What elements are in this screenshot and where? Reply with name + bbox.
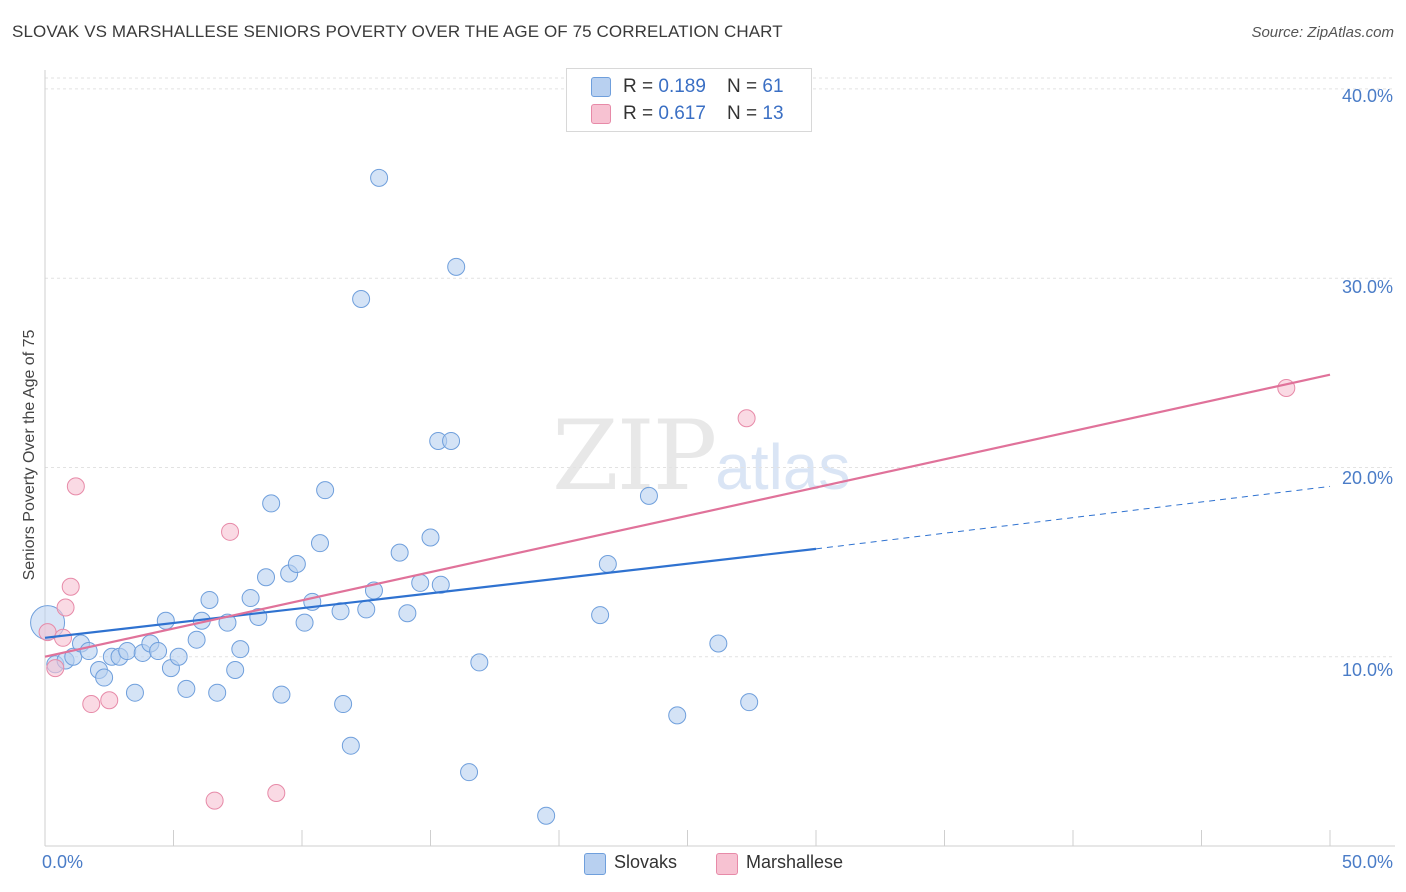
data-point-slovaks bbox=[470, 653, 489, 672]
y-tick-label-30: 30.0% bbox=[1341, 277, 1393, 297]
r-label: R = bbox=[623, 103, 659, 124]
data-point-marshallese bbox=[82, 695, 101, 714]
data-point-slovaks bbox=[262, 494, 281, 513]
legend-swatch-slovaks bbox=[584, 853, 606, 875]
data-point-slovaks bbox=[537, 806, 556, 825]
x-tick-label-50: 50.0% bbox=[1341, 852, 1393, 872]
data-point-marshallese bbox=[66, 477, 85, 496]
data-point-slovaks bbox=[370, 168, 389, 187]
data-point-slovaks bbox=[740, 693, 759, 712]
y-tick-label-20: 20.0% bbox=[1341, 468, 1393, 488]
legend-label-marshallese: Marshallese bbox=[746, 852, 844, 872]
slovaks-swatch bbox=[591, 77, 611, 97]
n-label: N = bbox=[727, 103, 763, 124]
data-point-slovaks bbox=[398, 604, 417, 623]
data-point-slovaks bbox=[226, 660, 245, 679]
data-point-marshallese bbox=[221, 522, 240, 541]
r-value-slovaks: 0.189 bbox=[658, 76, 706, 97]
watermark-zip: ZIP bbox=[552, 400, 717, 512]
data-point-slovaks bbox=[257, 568, 276, 587]
data-point-slovaks bbox=[169, 647, 188, 666]
data-point-slovaks bbox=[287, 554, 306, 573]
data-point-slovaks bbox=[460, 763, 479, 782]
trend-line-slovaks bbox=[44, 547, 817, 639]
data-point-slovaks bbox=[442, 431, 461, 450]
data-point-slovaks bbox=[187, 630, 206, 649]
data-point-slovaks bbox=[357, 600, 376, 619]
data-point-slovaks bbox=[208, 683, 227, 702]
data-point-slovaks bbox=[421, 528, 440, 547]
data-point-slovaks bbox=[241, 589, 260, 608]
data-point-marshallese bbox=[56, 598, 75, 617]
data-point-marshallese bbox=[205, 791, 224, 810]
data-point-slovaks bbox=[310, 534, 329, 553]
data-point-slovaks bbox=[668, 706, 687, 725]
data-point-marshallese bbox=[46, 659, 65, 678]
data-point-slovaks bbox=[295, 613, 314, 632]
data-point-marshallese bbox=[267, 784, 286, 803]
data-point-slovaks bbox=[431, 575, 450, 594]
marshallese-swatch bbox=[591, 104, 611, 124]
source-label: Source: ZipAtlas.com bbox=[1251, 24, 1394, 41]
data-point-slovaks bbox=[177, 679, 196, 698]
trend-line-marshallese bbox=[44, 373, 1331, 658]
data-point-slovaks bbox=[341, 736, 360, 755]
data-point-slovaks bbox=[125, 683, 144, 702]
y-tick-label-10: 10.0% bbox=[1341, 660, 1393, 680]
n-value-marshallese: 13 bbox=[762, 103, 784, 124]
n-value-slovaks: 61 bbox=[762, 76, 784, 97]
chart-title: SLOVAK VS MARSHALLESE SENIORS POVERTY OV… bbox=[12, 22, 783, 41]
data-point-slovaks bbox=[709, 634, 728, 653]
n-label: N = bbox=[727, 76, 763, 97]
r-value-marshallese: 0.617 bbox=[658, 103, 706, 124]
data-point-marshallese bbox=[61, 577, 80, 596]
trend-line-extension-slovaks bbox=[815, 485, 1331, 550]
data-point-slovaks bbox=[95, 668, 114, 687]
legend-swatch-marshallese bbox=[716, 853, 738, 875]
r-label: R = bbox=[623, 76, 659, 97]
data-point-slovaks bbox=[149, 642, 168, 661]
data-point-slovaks bbox=[352, 290, 371, 309]
data-point-slovaks bbox=[156, 611, 175, 630]
data-point-slovaks bbox=[118, 642, 137, 661]
data-point-slovaks bbox=[591, 606, 610, 625]
data-point-slovaks bbox=[200, 590, 219, 609]
data-point-slovaks bbox=[334, 695, 353, 714]
data-point-slovaks bbox=[411, 573, 430, 592]
data-point-slovaks bbox=[231, 640, 250, 659]
data-point-marshallese bbox=[53, 628, 72, 647]
data-point-slovaks bbox=[390, 543, 409, 562]
data-point-slovaks bbox=[316, 481, 335, 500]
data-point-slovaks bbox=[447, 257, 466, 276]
data-point-slovaks bbox=[272, 685, 291, 704]
x-tick-label-0: 0.0% bbox=[42, 852, 84, 872]
y-tick-label-40: 40.0% bbox=[1341, 86, 1393, 106]
data-point-slovaks bbox=[598, 554, 617, 573]
stats-legend: R = 0.189 N = 61 R = 0.617 N = 13 bbox=[566, 68, 812, 132]
data-point-marshallese bbox=[100, 691, 119, 710]
data-point-marshallese bbox=[737, 409, 756, 428]
data-point-slovaks bbox=[639, 486, 658, 505]
legend-label-slovaks: Slovaks bbox=[614, 852, 678, 872]
